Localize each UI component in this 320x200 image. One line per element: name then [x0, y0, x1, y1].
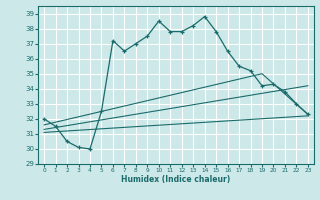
X-axis label: Humidex (Indice chaleur): Humidex (Indice chaleur) [121, 175, 231, 184]
